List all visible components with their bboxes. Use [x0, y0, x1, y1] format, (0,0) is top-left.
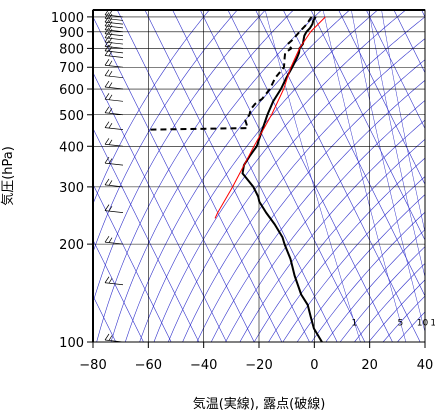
y-tick-label: 300 — [59, 181, 84, 196]
mixing-ratio-label: 10 — [417, 318, 429, 328]
mixing-ratio-label: 5 — [398, 318, 404, 328]
y-tick-label: 800 — [59, 42, 84, 57]
wind-barb — [104, 15, 124, 25]
wind-barb — [104, 178, 124, 188]
wind-barb — [104, 31, 124, 41]
dry-adiabat — [253, 138, 425, 342]
wind-barb — [104, 204, 124, 213]
isotherm — [93, 239, 144, 342]
isotherm — [93, 127, 200, 342]
dry-adiabat — [110, 10, 322, 342]
wind-barb — [104, 59, 124, 68]
y-tick-label: 700 — [59, 61, 84, 76]
x-tick-label: −40 — [190, 358, 217, 373]
isotherm — [144, 10, 310, 342]
wind-barb — [104, 23, 124, 33]
dry-adiabat — [225, 100, 425, 342]
wind-barb — [104, 80, 124, 90]
x-tick-label: −80 — [79, 358, 106, 373]
y-tick-label: 900 — [59, 26, 84, 41]
wind-barb — [104, 276, 124, 286]
isotherm — [255, 10, 421, 342]
isotherm — [116, 10, 283, 342]
wind-barb — [104, 235, 124, 245]
x-tick-label: 0 — [310, 358, 318, 373]
mixing-ratio-line — [381, 10, 425, 234]
isotherm — [93, 295, 117, 342]
dry-adiabat — [93, 10, 210, 205]
wind-barb — [104, 19, 124, 29]
dry-adiabat — [124, 10, 350, 342]
dry-adiabat — [196, 59, 425, 342]
dry-adiabat — [139, 10, 378, 342]
mixing-ratio-line — [322, 10, 407, 342]
dry-adiabat — [239, 119, 425, 342]
isotherm — [93, 72, 227, 342]
wind-barb — [104, 138, 124, 147]
isobar-grid — [93, 10, 425, 342]
isotherm — [199, 10, 366, 342]
x-axis-ticks: −80 −60 −40 −20 0 20 40 — [79, 342, 433, 373]
x-axis-label: 気温(実線), 露点(破線) — [193, 396, 326, 412]
temperature-line — [241, 16, 323, 342]
wind-barb — [104, 12, 124, 21]
wind-barb — [104, 121, 124, 130]
mixing-ratio-line — [264, 10, 361, 342]
x-tick-label: −60 — [135, 358, 162, 373]
dry-adiabat — [93, 10, 266, 304]
lifted-parcel-line — [214, 16, 326, 219]
y-axis-label: 気圧(hPa) — [0, 146, 16, 206]
x-tick-label: −20 — [245, 358, 272, 373]
dry-adiabat — [93, 10, 238, 253]
dry-adiabat — [296, 194, 425, 342]
dry-adiabat — [311, 211, 425, 342]
x-tick-label: 40 — [417, 358, 434, 373]
isotherm — [310, 10, 425, 241]
isotherm — [172, 10, 338, 342]
mixing-ratio-labels: 15101520g — [351, 318, 435, 328]
wind-barb — [104, 69, 124, 79]
isotherm — [338, 10, 425, 185]
dry-adiabat — [153, 10, 406, 342]
guide-lines — [93, 10, 425, 342]
y-tick-label: 600 — [59, 83, 84, 98]
y-tick-label: 200 — [59, 238, 84, 253]
mixing-ratio-line — [351, 10, 425, 333]
y-tick-label: 1000 — [51, 11, 84, 26]
mixing-ratio-label: 1 — [351, 318, 357, 328]
isotherm — [421, 10, 425, 18]
dry-adiabat — [397, 311, 425, 342]
wind-barb — [104, 156, 124, 166]
isotherm — [93, 16, 255, 342]
dewpoint-line — [148, 16, 313, 131]
mixing-ratio-line — [368, 10, 425, 279]
mixing-ratio-label: 15 — [430, 318, 435, 328]
dry-adiabat — [210, 79, 425, 342]
isotherm — [393, 10, 425, 74]
y-tick-label: 400 — [59, 140, 84, 155]
wind-barb — [104, 106, 124, 116]
wind-barb — [104, 27, 124, 37]
dry-adiabat — [167, 16, 425, 342]
wind-barbs — [104, 10, 124, 342]
dry-adiabat — [182, 38, 425, 342]
y-tick-label: 100 — [59, 336, 84, 351]
isotherm — [93, 183, 172, 342]
x-tick-label: 20 — [361, 358, 378, 373]
wind-barb — [104, 93, 124, 102]
isotherm — [365, 10, 425, 130]
wind-barb — [104, 49, 124, 58]
isotherm — [227, 10, 393, 342]
profile-lines — [148, 16, 326, 342]
dry-adiabat — [268, 157, 425, 342]
dry-adiabat — [96, 10, 294, 342]
y-tick-label: 500 — [59, 109, 84, 124]
dry-adiabat — [282, 176, 425, 342]
wind-barb — [104, 10, 124, 18]
isotherm — [282, 10, 425, 297]
